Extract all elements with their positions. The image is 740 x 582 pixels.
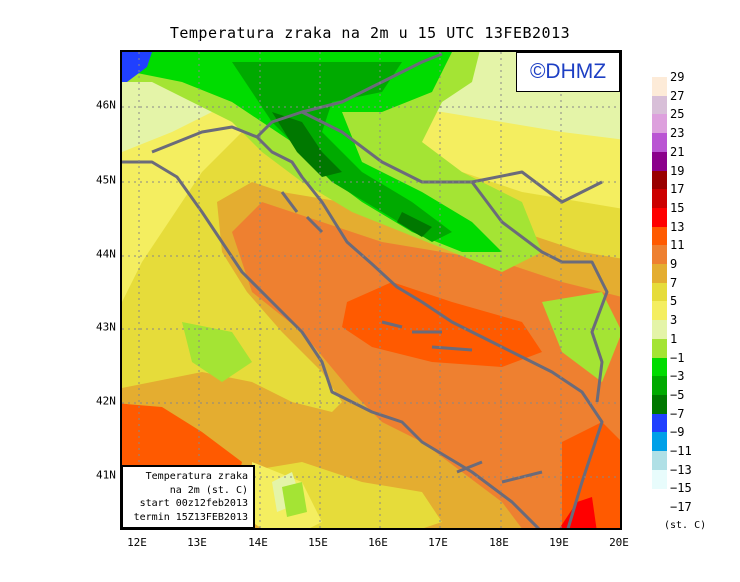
legend-label: 15	[670, 200, 685, 215]
legend-label: 27	[670, 88, 685, 103]
x-tick-label: 19E	[549, 536, 569, 549]
legend-swatch	[652, 114, 667, 134]
legend-swatch	[652, 95, 667, 115]
legend-units: (st. C)	[664, 520, 707, 531]
field-3-5	[122, 52, 620, 528]
x-tick-label: 14E	[248, 536, 268, 549]
legend-label: 11	[670, 238, 685, 253]
field-13-15	[559, 497, 597, 528]
legend-label: −13	[670, 462, 692, 477]
legend-swatch	[652, 413, 667, 433]
legend-label: −7	[670, 406, 685, 421]
coastlines-borders	[122, 52, 609, 528]
legend-swatch	[652, 451, 667, 471]
legend-label: 5	[670, 294, 678, 309]
y-tick-label: 46N	[96, 98, 116, 112]
temperature-field	[122, 52, 620, 528]
legend-label: 7	[670, 275, 678, 290]
legend-swatch	[652, 376, 667, 396]
y-tick-label: 44N	[96, 247, 116, 261]
x-tick-label: 13E	[187, 536, 207, 549]
legend-label: 17	[670, 182, 685, 197]
field-minus5-minus3	[232, 62, 452, 242]
legend-label: 3	[670, 313, 678, 328]
field-minus9-minus7	[122, 52, 152, 82]
legend-swatch	[652, 245, 667, 265]
legend-label: 13	[670, 219, 685, 234]
legend-swatch	[652, 338, 667, 358]
map-title: Temperatura zraka na 2m u 15 UTC 13FEB20…	[169, 24, 571, 42]
info-line: start 00z12feb2013	[139, 498, 248, 509]
x-tick-label: 18E	[489, 536, 509, 549]
legend-label: −11	[670, 444, 692, 458]
legend-label: 25	[670, 107, 685, 122]
legend-label: −3	[670, 369, 685, 384]
field-minus1-1	[122, 52, 620, 517]
field-minus7-minus5	[272, 112, 432, 237]
legend-label: −15	[670, 481, 692, 496]
temperature-map	[120, 50, 622, 530]
legend-swatch	[652, 320, 667, 340]
legend-swatch	[652, 432, 667, 452]
legend-swatch	[652, 357, 667, 377]
y-tick-label: 41N	[96, 468, 116, 482]
info-line: termin 15Z13FEB2013	[133, 511, 248, 523]
x-tick-label: 20E	[609, 536, 629, 549]
info-line: Temperatura zraka	[145, 471, 248, 482]
x-tick-label: 12E	[127, 536, 147, 549]
legend-label: 21	[670, 144, 685, 159]
legend-swatch	[652, 282, 667, 302]
y-tick-label: 43N	[96, 320, 116, 334]
legend-swatch	[652, 469, 667, 489]
x-tick-label: 15E	[308, 536, 328, 549]
x-tick-label: 17E	[428, 536, 448, 549]
field-1-3	[122, 52, 620, 512]
legend-swatch	[652, 226, 667, 246]
legend-swatch	[652, 77, 667, 97]
legend-swatch	[652, 394, 667, 415]
legend-swatch	[652, 133, 667, 153]
legend-swatch	[652, 301, 667, 321]
legend-label: 23	[670, 126, 685, 141]
legend-label: 19	[670, 163, 685, 178]
legend-label: −5	[670, 387, 685, 402]
x-tick-label: 16E	[368, 536, 388, 549]
dhmz-logo: ©DHMZ	[516, 52, 620, 92]
legend-swatch	[652, 264, 667, 284]
legend-label: 1	[670, 331, 678, 346]
legend-label: 9	[670, 257, 678, 271]
legend-swatch	[652, 207, 667, 228]
y-tick-label: 45N	[96, 173, 116, 187]
legend-label: −1	[670, 350, 685, 365]
info-box: Temperatura zraka na 2m (st. C) start 00…	[121, 465, 255, 529]
y-tick-label: 42N	[96, 394, 116, 408]
legend-swatch	[652, 189, 667, 209]
legend-label: −9	[670, 425, 685, 440]
info-line: na 2m (st. C)	[169, 484, 248, 496]
legend-swatch	[652, 170, 667, 190]
legend-label: 29	[670, 70, 685, 84]
legend-label: −17	[670, 500, 692, 515]
legend-swatch	[652, 151, 667, 171]
graticule	[122, 52, 620, 528]
